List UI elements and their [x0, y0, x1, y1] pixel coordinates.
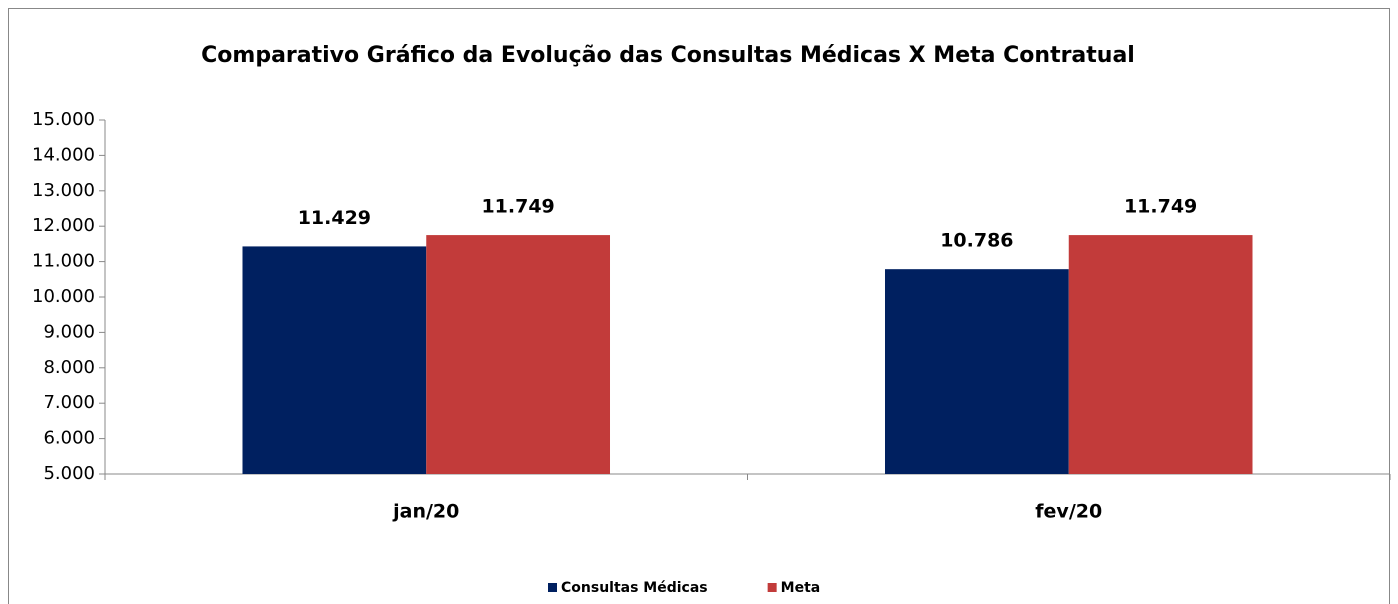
y-tick-label: 7.000 — [43, 392, 95, 413]
chart-title: Comparativo Gráfico da Evolução das Cons… — [201, 43, 1135, 68]
y-tick-label: 8.000 — [43, 357, 95, 378]
legend-swatch — [767, 583, 777, 592]
legend-label: Consultas Médicas — [561, 580, 708, 596]
y-tick-label: 14.000 — [32, 144, 95, 165]
y-tick-label: 6.000 — [43, 428, 95, 449]
value-label: 10.786 — [940, 230, 1013, 252]
value-label: 11.749 — [1124, 196, 1197, 218]
legend-swatch — [548, 583, 557, 592]
value-label: 11.429 — [298, 207, 371, 229]
y-tick-label: 12.000 — [32, 215, 95, 236]
bar — [426, 235, 611, 474]
legend-label: Meta — [781, 580, 821, 596]
x-tick-label: jan/20 — [392, 501, 459, 523]
y-tick-label: 15.000 — [32, 109, 95, 130]
y-tick-label: 13.000 — [32, 180, 95, 201]
x-tick-label: fev/20 — [1035, 501, 1102, 523]
y-tick-label: 11.000 — [32, 251, 95, 272]
bar — [1068, 235, 1253, 474]
bar — [242, 246, 427, 474]
bar — [884, 269, 1069, 474]
y-tick-label: 5.000 — [43, 463, 95, 484]
value-label: 11.749 — [481, 196, 554, 218]
y-tick-label: 10.000 — [32, 286, 95, 307]
y-tick-label: 9.000 — [43, 321, 95, 342]
